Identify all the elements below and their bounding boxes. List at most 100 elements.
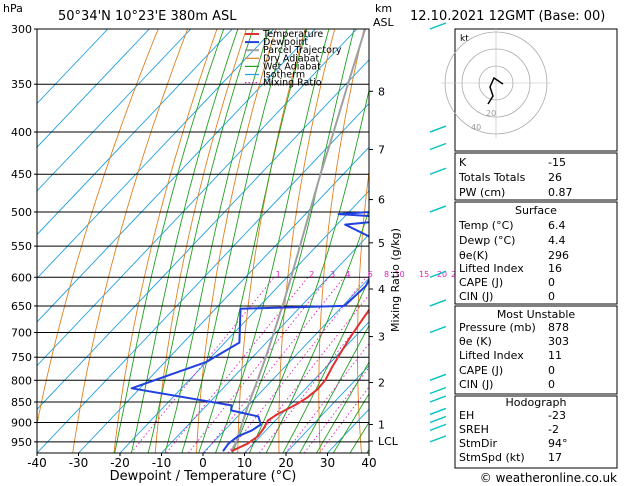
- indices-panel: K -15 Totals Totals 26 PW (cm) 0.87 Surf…: [454, 152, 618, 469]
- isotherm-line: [37, 29, 150, 148]
- hodograph-ring-label: 20: [486, 109, 496, 118]
- mixing-ratio-label: 8: [384, 270, 389, 279]
- mu-li-label: Lifted Index: [459, 349, 524, 362]
- indices-frame-top: [454, 152, 618, 201]
- sreh-value: -2: [548, 423, 559, 436]
- totals-totals-value: 26: [548, 171, 562, 184]
- surface-li-label: Lifted Index: [459, 262, 524, 275]
- hodograph-trace: [487, 76, 504, 105]
- temperature-tick-label: 10: [237, 456, 252, 470]
- temperature-tick-label: 0: [199, 456, 207, 470]
- km-tick-label: 1: [378, 418, 385, 431]
- wind-barb-icon: [429, 435, 447, 443]
- wind-barb-icon: [429, 270, 447, 278]
- legend-label: Isotherm: [263, 70, 305, 81]
- mixing-ratio-line: [318, 386, 369, 453]
- wind-barb-icon: [429, 415, 447, 424]
- hpa-label: hPa: [3, 2, 23, 15]
- skewt-plot-area: 3003504004505005506006507007508008509009…: [11, 22, 461, 470]
- km-tick-label: 6: [378, 194, 385, 207]
- wind-barb-icon: [429, 125, 447, 133]
- temperature-tick-label: -30: [69, 456, 89, 470]
- km-tick-label: 3: [378, 331, 385, 344]
- stmspd-value: 17: [548, 451, 562, 464]
- hodograph-title: Hodograph: [506, 396, 567, 409]
- pressure-tick-label: 550: [11, 240, 32, 253]
- mixing-ratio-label: 20: [437, 270, 447, 279]
- mu-cin-label: CIN (J): [459, 378, 493, 391]
- k-index-label: K: [459, 156, 467, 169]
- legend-label: Mixing Ratio: [263, 78, 322, 89]
- wet-adiabat-line: [299, 324, 369, 453]
- wind-barb-icon: [429, 205, 447, 213]
- pressure-tick-label: 450: [11, 168, 32, 181]
- hodograph-ring-label: 40: [471, 123, 481, 132]
- dry-adiabat-line: [72, 29, 189, 453]
- pressure-tick-label: 600: [11, 271, 32, 284]
- isotherm-line: [37, 59, 369, 410]
- dewpoint-line: [130, 211, 369, 452]
- mixing-ratio-line: [284, 342, 369, 453]
- surface-cin-label: CIN (J): [459, 290, 493, 303]
- copyright-text: © weatheronline.co.uk: [480, 471, 617, 485]
- wet-adiabat-line: [181, 29, 288, 453]
- km-label: km: [375, 2, 392, 15]
- dry-adiabat-line: [154, 29, 247, 453]
- pressure-tick-label: 800: [11, 374, 32, 387]
- pressure-tick-label: 650: [11, 300, 32, 313]
- pw-value: 0.87: [548, 186, 573, 199]
- dry-adiabat-line: [357, 168, 369, 453]
- wind-barb-icon: [429, 386, 447, 395]
- y-axis-label: Mixing Ratio (g/kg): [389, 228, 402, 332]
- totals-totals-label: Totals Totals: [458, 171, 526, 184]
- surface-li-value: 16: [548, 262, 562, 275]
- wet-adiabat-line: [215, 29, 330, 453]
- surface-title: Surface: [515, 204, 557, 217]
- most-unstable-frame: [454, 305, 618, 395]
- asl-label: ASL: [373, 16, 395, 29]
- wind-barb-icon: [429, 167, 447, 175]
- mixing-ratio-label: 2: [309, 270, 314, 279]
- wind-barb-icon: [429, 423, 447, 432]
- wind-barb-icon: [429, 22, 447, 30]
- wet-adiabat-line: [147, 29, 254, 453]
- surface-frame: [454, 201, 618, 305]
- mu-cape-label: CAPE (J): [459, 364, 503, 377]
- mu-cin-value: 0: [548, 378, 555, 391]
- km-tick-label: 5: [378, 237, 385, 250]
- isotherm-line: [161, 233, 369, 453]
- km-tick-label: 7: [378, 144, 385, 157]
- surface-temp-label: Temp (°C): [458, 219, 514, 232]
- mu-thetae-label: θe (K): [459, 335, 492, 348]
- mu-pressure-label: Pressure (mb): [459, 321, 536, 334]
- wet-adiabat-line: [315, 361, 369, 453]
- temperature-tick-label: -40: [27, 456, 47, 470]
- temperature-tick-label: 40: [361, 456, 376, 470]
- sreh-label: SREH: [459, 423, 489, 436]
- dry-adiabat-line: [113, 29, 218, 453]
- legend-label: Wet Adiabat: [263, 61, 321, 72]
- km-tick-label: 8: [378, 85, 385, 98]
- mixing-ratio-label: 6: [368, 270, 373, 279]
- hodograph-unit: kt: [460, 34, 469, 44]
- pressure-tick-label: 350: [11, 78, 32, 91]
- pressure-tick-label: 750: [11, 351, 32, 364]
- mixing-ratio-line: [130, 277, 275, 453]
- parcel-trajectory-line: [230, 29, 367, 452]
- dry-adiabat-line: [37, 29, 159, 427]
- surface-cape-value: 0: [548, 276, 555, 289]
- wind-barb-icon: [429, 325, 447, 334]
- isotherm-line: [202, 277, 369, 453]
- isotherm-line: [37, 29, 192, 192]
- legend-label: Parcel Trajectory: [263, 45, 342, 56]
- hodograph: kt 20 40: [441, 28, 618, 152]
- k-index-value: -15: [548, 156, 566, 169]
- temperature-tick-label: -10: [152, 456, 172, 470]
- wind-barb-icon: [429, 299, 447, 307]
- wind-barb-icon: [429, 373, 447, 381]
- isotherm-line: [37, 29, 275, 279]
- stmspd-label: StmSpd (kt): [459, 451, 525, 464]
- isotherm-line: [244, 321, 369, 453]
- isotherm-line: [37, 102, 369, 453]
